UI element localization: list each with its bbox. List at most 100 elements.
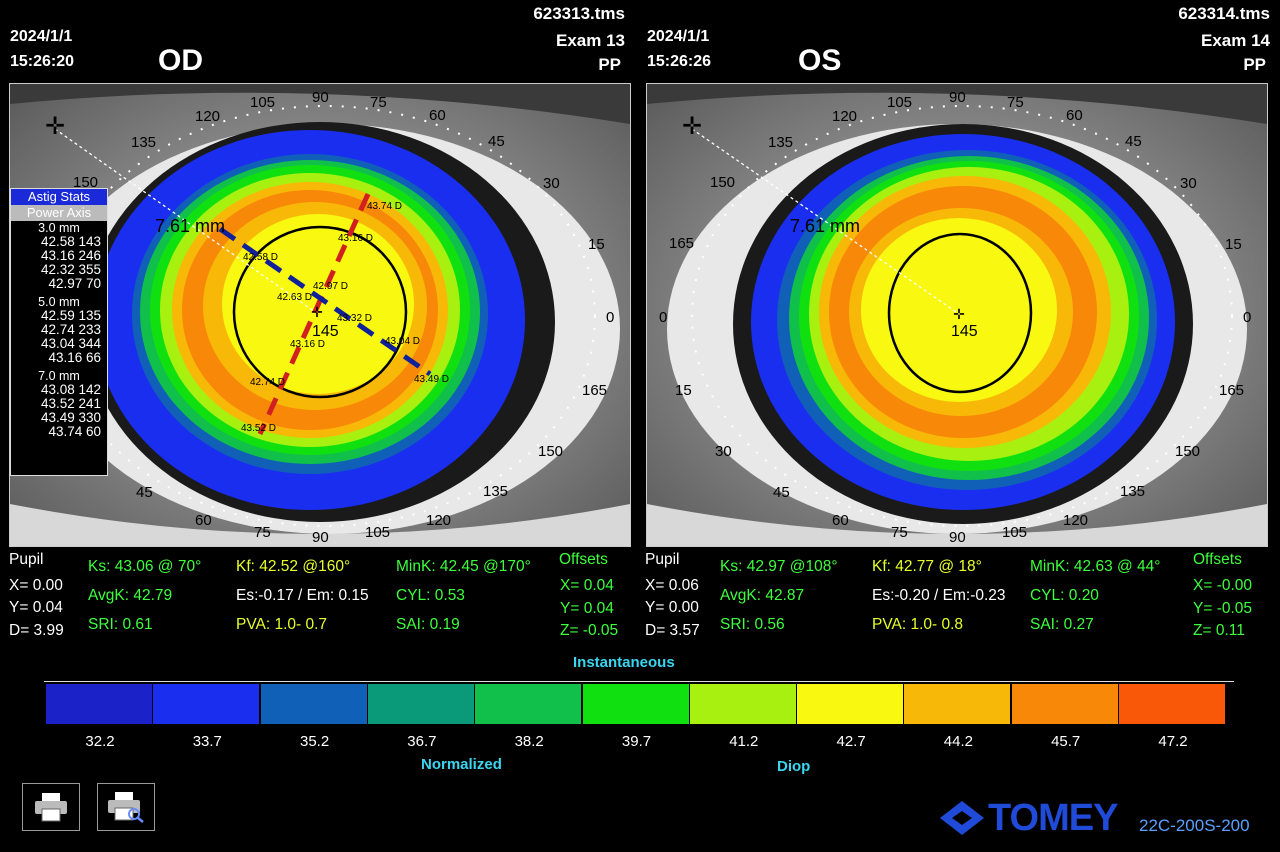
os-axis-label: 0 — [659, 309, 667, 326]
os-sai: SAI: 0.27 — [1030, 616, 1094, 633]
od-es-em: Es:-0.17 / Em: 0.15 — [236, 587, 369, 604]
color-scale-swatch[interactable] — [367, 684, 475, 724]
os-axis-label: 135 — [1120, 483, 1145, 500]
scale-title: Instantaneous — [573, 654, 675, 671]
os-axis-label: 75 — [891, 524, 908, 541]
os-axis-label: 105 — [1002, 524, 1027, 541]
od-ks: Ks: 43.06 @ 70° — [88, 558, 202, 575]
print-preview-icon — [108, 792, 144, 823]
od-kf: Kf: 42.52 @160° — [236, 558, 351, 575]
os-axis-label: 90 — [949, 529, 966, 546]
os-axis-label: 135 — [768, 134, 793, 151]
print-preview-button[interactable] — [97, 783, 155, 831]
os-axis-label: 15 — [675, 382, 692, 399]
od-chord-label: 7.61 mm — [155, 216, 225, 236]
color-scale-swatch[interactable] — [904, 684, 1012, 724]
color-scale-swatch[interactable] — [46, 684, 153, 724]
od-axis-label: 60 — [195, 512, 212, 529]
left-eye-label: OD — [158, 44, 203, 77]
color-scale-swatch[interactable] — [260, 684, 368, 724]
color-scale-swatch[interactable] — [797, 684, 905, 724]
svg-text:✛: ✛ — [682, 113, 702, 140]
od-offset-y: Y= 0.04 — [560, 600, 614, 617]
os-sri: SRI: 0.56 — [720, 616, 785, 633]
os-axis-label: 30 — [715, 443, 732, 460]
od-power-label: 43.74 D — [367, 201, 402, 212]
os-axis-label: 120 — [832, 108, 857, 125]
astig-row: 43.04 344 — [40, 336, 101, 351]
astig-zone-label: 5.0 mm — [38, 295, 80, 309]
color-scale-swatch[interactable] — [1011, 684, 1119, 724]
od-axis-label: 105 — [365, 524, 390, 541]
od-angle-label: 145 — [312, 323, 339, 340]
tomey-logo-icon — [940, 801, 984, 835]
astig-stats-header[interactable]: Astig Stats — [11, 189, 107, 205]
scale-normalized-caption[interactable]: Normalized — [421, 756, 502, 773]
left-exam-mode: PP — [598, 55, 621, 74]
os-ks: Ks: 42.97 @108° — [720, 558, 838, 575]
od-offset-z: Z= -0.05 — [560, 622, 619, 639]
od-axis-label: 135 — [483, 483, 508, 500]
color-scale-swatch[interactable] — [475, 684, 583, 724]
color-scale-tick-label: 39.7 — [621, 733, 652, 750]
os-axis-label: 60 — [1066, 107, 1083, 124]
astig-row: 42.32 355 — [40, 262, 101, 277]
od-axis-label: 150 — [538, 443, 563, 460]
od-offset-x: X= 0.04 — [560, 577, 614, 594]
left-exam-time: 15:26:20 — [10, 53, 75, 70]
od-cyl: CYL: 0.53 — [396, 587, 465, 604]
od-power-label: 43.52 D — [241, 423, 276, 434]
os-axis-label: 30 — [1180, 175, 1197, 192]
od-axis-label: 150 — [73, 174, 98, 191]
od-power-label: 43.04 D — [385, 336, 420, 347]
tomey-logo: TOMEY — [940, 796, 1118, 839]
brand-name: TOMEY — [988, 796, 1118, 839]
astig-row: 43.74 60 — [48, 424, 101, 439]
od-pva: PVA: 1.0- 0.7 — [236, 616, 328, 633]
os-pupil-title: Pupil — [645, 551, 680, 568]
astig-row: 42.59 135 — [40, 308, 101, 323]
od-axis-label: 15 — [588, 236, 605, 253]
power-axis-header[interactable]: Power Axis — [11, 205, 107, 221]
os-axis-label: 45 — [1125, 133, 1142, 150]
od-pupil-d: D= 3.99 — [9, 622, 64, 639]
od-axis-label: 90 — [312, 89, 329, 106]
color-scale-swatch[interactable] — [689, 684, 797, 724]
os-offset-y: Y= -0.05 — [1193, 600, 1253, 617]
print-button[interactable] — [22, 783, 80, 831]
os-axis-label: 45 — [773, 484, 790, 501]
od-power-label: 43.32 D — [337, 313, 372, 324]
left-exam-number: Exam 13 — [556, 31, 625, 50]
os-pupil-y: Y= 0.00 — [645, 599, 699, 616]
right-exam-date: 2024/1/1 — [647, 28, 710, 45]
od-axis-label: 0 — [606, 309, 614, 326]
os-pupil-x: X= 0.06 — [645, 577, 699, 594]
os-topography-map[interactable]: ✛ ✛ 7.61 mm 145 120 105 90 75 60 45 30 1… — [646, 83, 1268, 547]
astig-row: 43.52 241 — [40, 396, 101, 411]
od-axis-label: 45 — [136, 484, 153, 501]
color-scale-swatch[interactable] — [582, 684, 690, 724]
od-power-label: 42.58 D — [243, 252, 278, 263]
color-scale-swatch[interactable] — [1119, 684, 1226, 724]
right-exam-time: 15:26:26 — [647, 53, 712, 70]
os-axis-label: 75 — [1007, 94, 1024, 111]
svg-text:✛: ✛ — [311, 304, 323, 320]
os-avgk: AvgK: 42.87 — [720, 587, 805, 604]
os-axis-label: 150 — [710, 174, 735, 191]
od-axis-label: 120 — [426, 512, 451, 529]
os-axis-label: 120 — [1063, 512, 1088, 529]
od-power-label: 42.97 D — [313, 281, 348, 292]
astig-row: 42.97 70 — [48, 276, 101, 291]
scale-unit-caption[interactable]: Diop — [777, 758, 811, 775]
od-pupil-x: X= 0.00 — [9, 577, 63, 594]
od-topography-map[interactable]: ✛ ✛ 7.61 mm 145 43.74 D 43.16 D 42.58 D … — [9, 83, 631, 547]
color-scale-tick-label: 41.2 — [729, 733, 759, 750]
os-es-em: Es:-0.20 / Em:-0.23 — [872, 587, 1006, 604]
astig-row: 43.08 142 — [40, 382, 101, 397]
color-scale-swatch[interactable] — [153, 684, 261, 724]
astig-row: 42.74 233 — [40, 322, 101, 337]
color-scale-tick-label: 35.2 — [299, 733, 330, 750]
od-axis-label: 90 — [312, 529, 329, 546]
od-axis-label: 60 — [429, 107, 446, 124]
od-power-label: 42.63 D — [277, 292, 312, 303]
